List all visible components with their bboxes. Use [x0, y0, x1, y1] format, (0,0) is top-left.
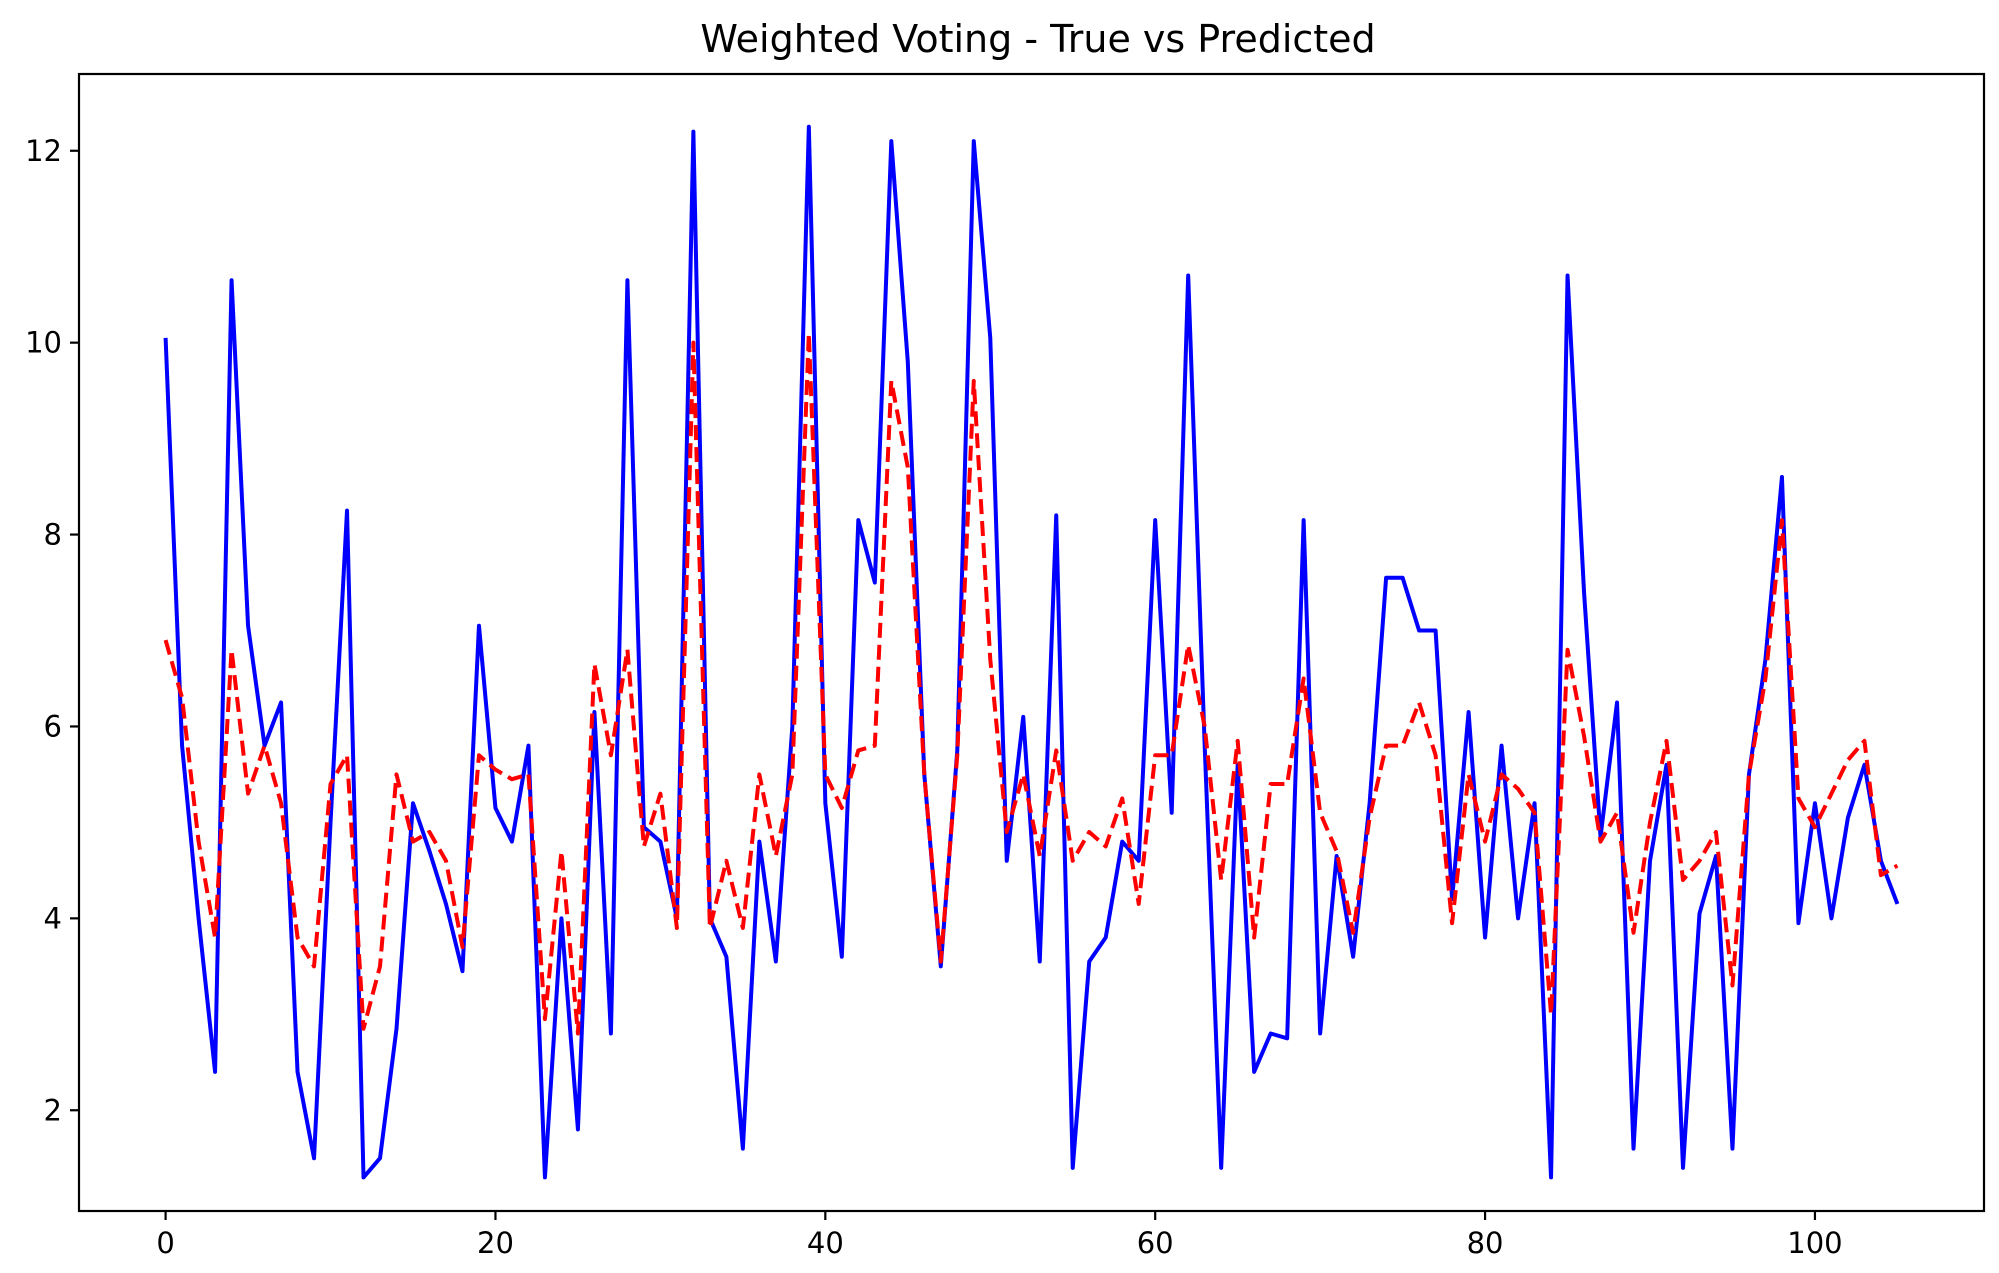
plot-area [163, 124, 1900, 1180]
y-axis: 2 4 6 8 10 12 [25, 134, 79, 1127]
chart-title: Weighted Voting - True vs Predicted [700, 17, 1375, 61]
x-tick-label: 20 [477, 1226, 514, 1260]
x-axis: 0 20 40 60 80 100 [156, 1211, 1843, 1260]
series-line-predicted [163, 331, 1899, 1036]
axes-frame [77, 72, 1986, 1213]
x-tick-label: 60 [1137, 1226, 1174, 1260]
y-tick-label: 8 [44, 518, 62, 552]
x-tick-label: 0 [156, 1226, 174, 1260]
x-tick-label: 80 [1467, 1226, 1504, 1260]
series-line-true [163, 124, 1900, 1180]
y-tick-label: 2 [44, 1093, 62, 1127]
x-tick-label: 40 [807, 1226, 844, 1260]
y-tick-label: 4 [44, 901, 62, 935]
y-tick-label: 10 [25, 326, 62, 360]
y-tick-label: 12 [25, 134, 62, 168]
y-tick-label: 6 [44, 709, 62, 743]
x-tick-label: 100 [1787, 1226, 1842, 1260]
